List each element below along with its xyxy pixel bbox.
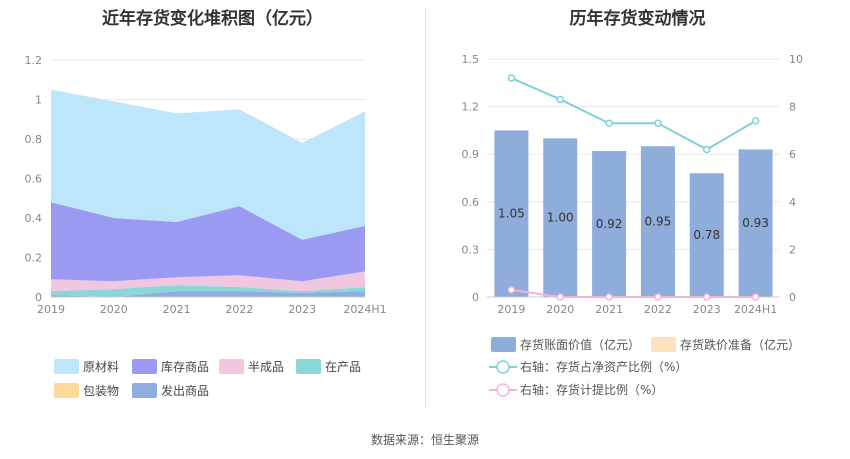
- area-series-半成品: [51, 271, 365, 292]
- y2-tick-label: 10: [789, 53, 803, 66]
- y-tick-label: 1.5: [462, 53, 480, 66]
- line-point: [507, 74, 516, 82]
- line-point: [703, 145, 711, 154]
- x-tick-label: 2023: [288, 303, 316, 316]
- line-series: [511, 288, 756, 298]
- legend-swatch: [132, 359, 157, 374]
- line-series: [511, 77, 757, 151]
- bar-data-label: 1.05: [498, 207, 525, 221]
- area-series-在产品: [51, 285, 365, 297]
- x-tick-label: 2024H1: [343, 303, 386, 316]
- y-tick-label: 1.2: [25, 54, 43, 67]
- legend-swatch: [651, 337, 676, 352]
- y-tick-label: 0.2: [25, 252, 43, 265]
- y-tick-label: 0: [35, 291, 42, 304]
- chart-divider: [425, 8, 426, 408]
- legend-label: 原材料: [83, 360, 119, 374]
- y2-tick-label: 2: [789, 243, 796, 256]
- line-point: [556, 95, 564, 104]
- bar: [640, 146, 675, 297]
- x-tick-label: 2022: [644, 303, 672, 316]
- legend-swatch: [54, 383, 79, 398]
- area-series-发出商品: [51, 291, 365, 297]
- x-tick-label: 2021: [163, 303, 191, 316]
- legend-marker: [496, 360, 510, 374]
- line-point: [654, 119, 662, 128]
- y2-tick-label: 4: [789, 196, 796, 209]
- bar: [592, 151, 627, 297]
- data-source: 数据来源：恒生聚源: [370, 433, 479, 447]
- bar: [689, 173, 724, 297]
- x-tick-label: 2020: [546, 303, 574, 316]
- legend-swatch: [491, 337, 516, 352]
- x-tick-label: 2022: [225, 303, 253, 316]
- legend-label: 右轴：存货计提比例（%）: [520, 382, 663, 397]
- legend-label: 库存商品: [161, 359, 209, 374]
- legend-swatch: [296, 359, 321, 374]
- line-point: [751, 117, 760, 125]
- y-tick-label: 1.2: [462, 101, 480, 114]
- bar-line-chart: 0 0.3 0.6 0.9 1.2 1.5 0 2 4 6 8 10 1.05 1.00 0.92 0.95 0…: [462, 53, 804, 397]
- y-tick-label: 0.8: [25, 133, 43, 146]
- line-point: [703, 293, 711, 301]
- y-tick-label: 0.9: [462, 148, 480, 161]
- y2-tick-label: 0: [789, 291, 796, 304]
- y2-tick-label: 8: [789, 101, 796, 114]
- legend-swatch: [132, 383, 157, 398]
- y-tick-label: 0.6: [25, 173, 43, 186]
- right-chart-title: 历年存货变动情况: [569, 9, 706, 29]
- line-point: [556, 293, 564, 301]
- legend-swatch: [54, 359, 79, 374]
- legend-swatch: [219, 359, 244, 374]
- y-tick-label: 0.6: [462, 196, 480, 209]
- bar: [543, 138, 578, 297]
- bar-data-label: 0.93: [742, 216, 769, 230]
- line-point: [654, 293, 662, 301]
- left-chart-title: 近年存货变化堆积图（亿元）: [102, 9, 323, 29]
- legend-label: 发出商品: [161, 383, 209, 398]
- area-series-库存商品: [51, 202, 365, 282]
- legend-label: 在产品: [325, 360, 361, 374]
- bar: [738, 149, 773, 297]
- x-tick-label: 2021: [595, 303, 623, 316]
- x-tick-label: 2019: [497, 303, 525, 316]
- x-tick-label: 2019: [37, 303, 65, 316]
- bar: [494, 130, 529, 297]
- y-tick-label: 1: [35, 94, 42, 107]
- line-point: [605, 293, 613, 301]
- legend-label: 右轴：存货占净资产比例（%）: [520, 359, 687, 374]
- bar-data-label: 0.92: [596, 217, 623, 231]
- legend-label: 半成品: [248, 360, 284, 374]
- x-tick-label: 2023: [693, 303, 721, 316]
- legend-label: 存货跌价准备（亿元）: [680, 337, 800, 352]
- x-tick-label: 2020: [100, 303, 128, 316]
- bar-data-label: 0.78: [693, 228, 720, 242]
- area-series-原材料: [51, 89, 365, 240]
- line-point: [751, 293, 760, 301]
- stacked-area-chart: 0 0.2 0.4 0.6 0.8 1 1.2 2019 2020 2021 2022 2023 202…: [25, 54, 387, 398]
- y-tick-label: 0.4: [25, 212, 43, 225]
- bar-data-label: 0.95: [645, 215, 672, 229]
- legend-marker: [496, 383, 510, 397]
- line-point: [507, 286, 516, 294]
- line-point: [605, 119, 613, 128]
- y2-tick-label: 6: [789, 148, 796, 161]
- legend-label: 存货账面价值（亿元）: [520, 337, 640, 352]
- y-tick-label: 0: [472, 291, 479, 304]
- legend-label: 包装物: [83, 384, 119, 398]
- y-tick-label: 0.3: [462, 243, 480, 256]
- bar-data-label: 1.00: [547, 211, 574, 225]
- x-tick-label: 2024H1: [734, 303, 777, 316]
